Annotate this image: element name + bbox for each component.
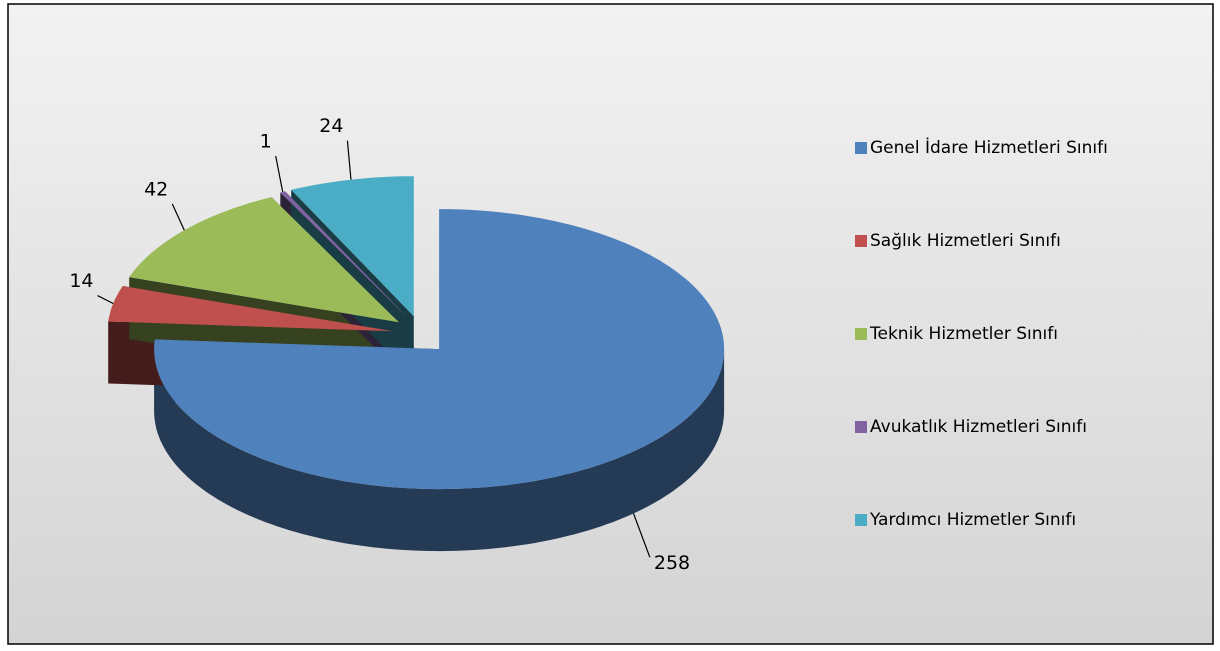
- data-label: 42: [144, 178, 168, 200]
- data-label: 14: [69, 270, 93, 292]
- legend-swatch: [855, 142, 867, 154]
- leader-line: [632, 513, 651, 558]
- legend-swatch: [855, 514, 867, 526]
- leader-line: [97, 295, 114, 305]
- legend-label: Avukatlık Hizmetleri Sınıfı: [870, 417, 1087, 437]
- slice: [129, 197, 399, 323]
- data-label: 258: [654, 552, 690, 574]
- legend-label: Teknik Hizmetler Sınıfı: [869, 324, 1058, 344]
- legend-swatch: [855, 235, 867, 247]
- legend-label: Yardımcı Hizmetler Sınıfı: [869, 510, 1076, 530]
- leader-line: [275, 155, 284, 192]
- slice: [280, 191, 408, 318]
- legend-label: Sağlık Hizmetleri Sınıfı: [870, 231, 1061, 251]
- legend-swatch: [855, 328, 867, 340]
- leader-line: [346, 140, 352, 180]
- slice-side: [154, 349, 725, 552]
- data-label: 1: [260, 130, 272, 152]
- leader-line: [171, 203, 185, 231]
- pie: 258 14 42 1 24: [69, 115, 725, 574]
- slice: [291, 176, 414, 317]
- legend: Genel İdare Hizmetleri Sınıfı Sağlık Hizm…: [855, 137, 1108, 530]
- legend-label: Genel İdare Hizmetleri Sınıfı: [870, 137, 1108, 158]
- slice: [154, 209, 725, 490]
- slice: [108, 286, 393, 332]
- data-label: 24: [319, 115, 343, 137]
- legend-swatch: [855, 421, 867, 433]
